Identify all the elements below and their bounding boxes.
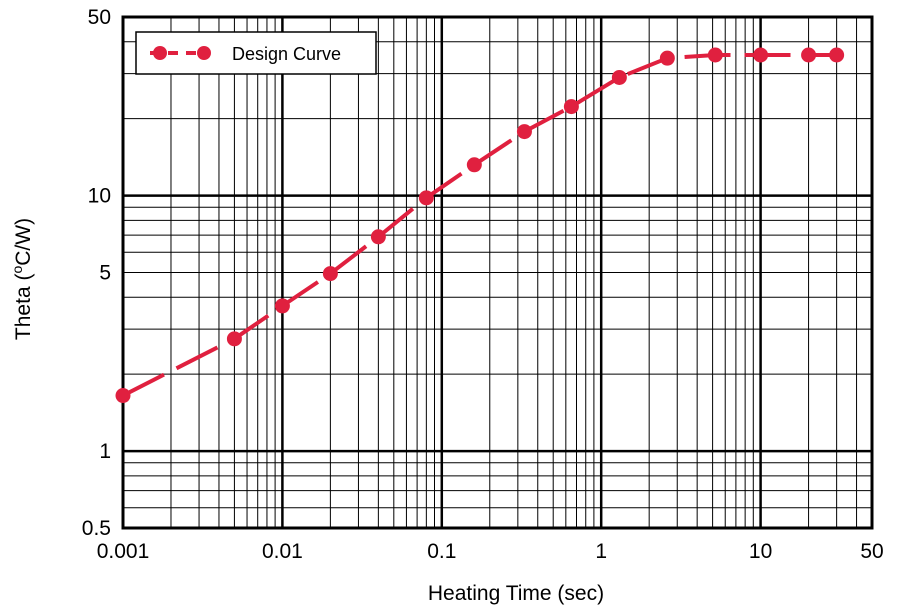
legend: Design Curve bbox=[135, 31, 377, 75]
data-point bbox=[707, 47, 723, 63]
y-tick-label: 10 bbox=[88, 185, 111, 208]
data-point bbox=[226, 331, 242, 347]
data-point bbox=[274, 298, 290, 314]
minor-grid bbox=[123, 16, 873, 529]
data-point bbox=[611, 69, 627, 85]
y-tick-label: 1 bbox=[99, 440, 111, 463]
y-tick-label: 0.5 bbox=[82, 517, 111, 540]
series-points bbox=[115, 47, 845, 404]
plot-frame bbox=[121, 15, 874, 530]
data-point bbox=[753, 47, 769, 63]
legend-label: Design Curve bbox=[232, 44, 341, 64]
data-point bbox=[801, 47, 817, 63]
data-point bbox=[418, 190, 434, 206]
data-point bbox=[829, 47, 845, 63]
x-axis-tick-labels: 0.001 0.01 0.1 1 10 50 bbox=[97, 540, 884, 563]
data-point bbox=[516, 124, 532, 140]
x-tick-label: 50 bbox=[860, 540, 883, 563]
y-axis-label-superscript: o bbox=[9, 266, 25, 274]
legend-marker bbox=[197, 46, 211, 60]
data-point bbox=[659, 50, 675, 66]
x-tick-label: 10 bbox=[749, 540, 772, 563]
x-tick-label: 0.001 bbox=[97, 540, 150, 563]
x-tick-label: 1 bbox=[595, 540, 607, 563]
y-axis-label-suffix: C/W) bbox=[12, 218, 35, 266]
data-point bbox=[370, 229, 386, 245]
y-axis-tick-labels: 0.5 1 5 10 50 bbox=[82, 6, 111, 540]
y-tick-label: 5 bbox=[99, 262, 111, 285]
data-point bbox=[466, 157, 482, 173]
data-point bbox=[322, 266, 338, 282]
x-tick-label: 0.01 bbox=[262, 540, 303, 563]
y-axis-label: Theta (oC/W) bbox=[9, 218, 35, 340]
legend-marker bbox=[153, 46, 167, 60]
data-point bbox=[115, 388, 131, 404]
y-axis-label-prefix: Theta ( bbox=[12, 274, 35, 341]
y-tick-label: 50 bbox=[88, 6, 111, 29]
x-axis-label: Heating Time (sec) bbox=[428, 582, 604, 605]
x-tick-label: 0.1 bbox=[427, 540, 456, 563]
data-point bbox=[563, 99, 579, 115]
